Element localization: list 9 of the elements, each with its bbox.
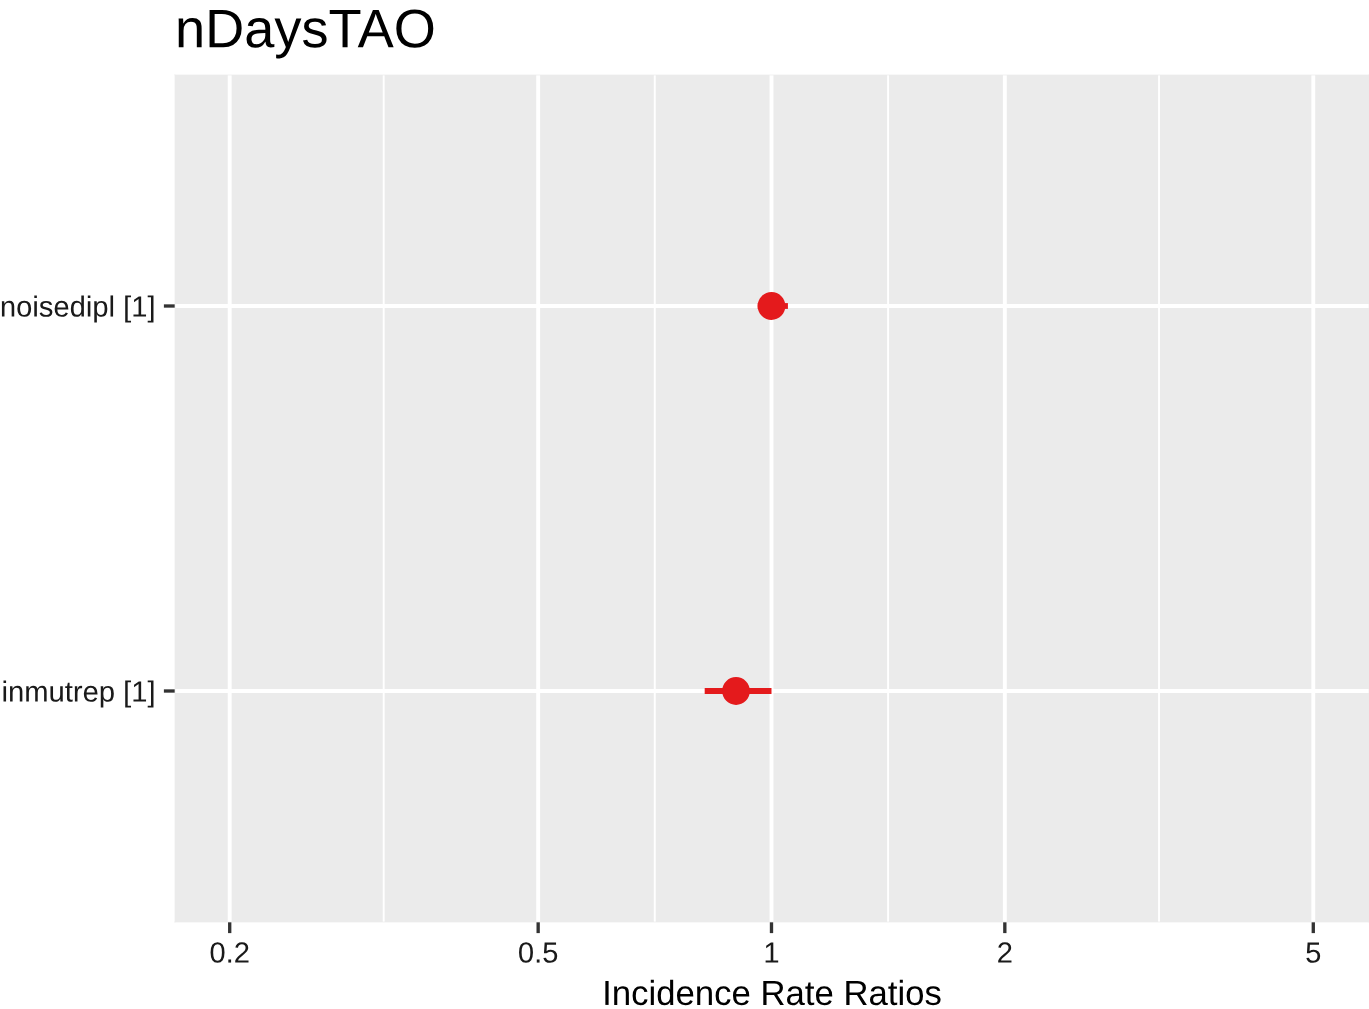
chart-title: nDaysTAO — [178, 9, 434, 59]
x-tick-label: 2 — [998, 942, 1012, 963]
x-tick-label: 0.5 — [519, 942, 558, 963]
x-tick-label: 0.2 — [210, 942, 249, 963]
x-tick-label: 1 — [765, 942, 779, 963]
y-tick-label: inmutrep [1] — [3, 680, 154, 708]
x-tick-label: 5 — [1306, 942, 1321, 963]
x-axis-title: Incidence Rate Ratios — [605, 979, 941, 1006]
y-tick-label: noisedipl [1] — [1, 295, 154, 323]
